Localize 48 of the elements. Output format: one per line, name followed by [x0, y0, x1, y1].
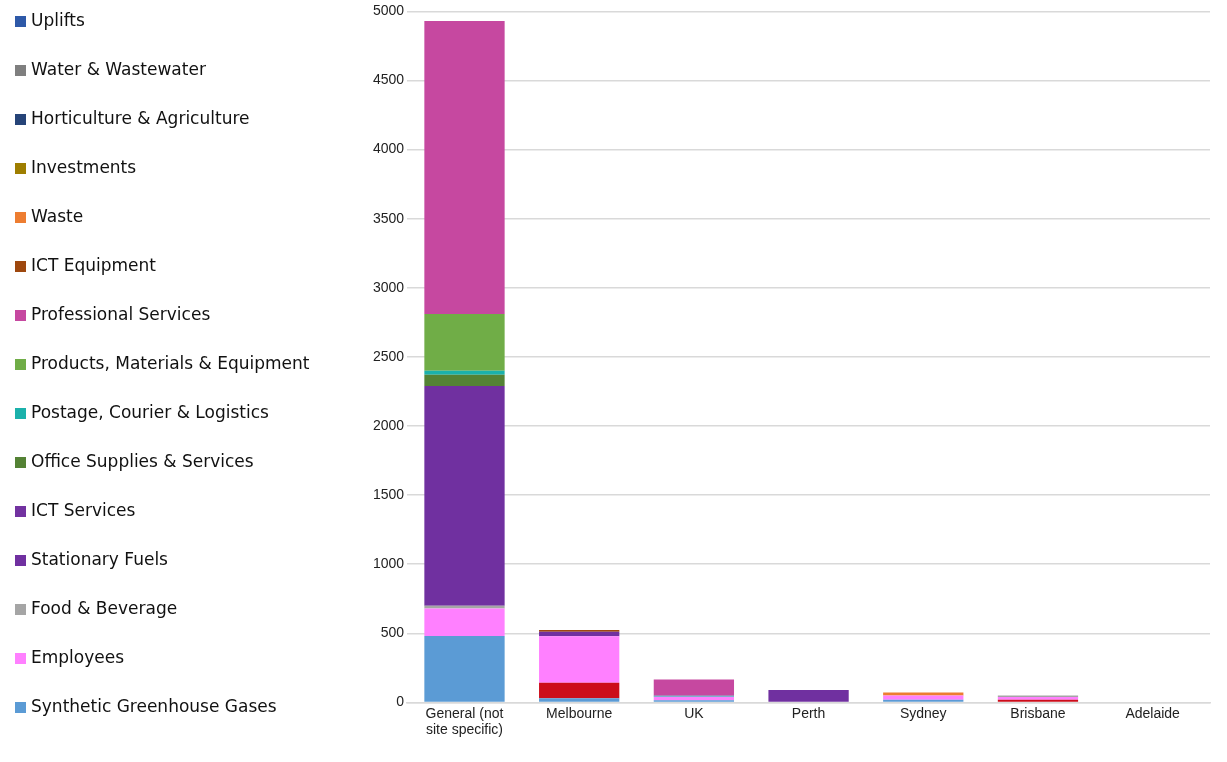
y-tick-label: 2500	[372, 347, 405, 364]
y-tick-label: 1500	[372, 485, 405, 502]
bar	[883, 699, 964, 702]
x-tick-label: UK	[684, 704, 705, 721]
x-tick-label: Melbourne	[546, 704, 613, 721]
y-tick-label: 2000	[372, 416, 405, 433]
legend-label: Investments	[31, 157, 138, 177]
bar	[539, 682, 620, 699]
bar	[539, 698, 620, 702]
x-tick-label: Brisbane	[1010, 704, 1066, 721]
bar	[883, 695, 964, 700]
legend-label: Employees	[31, 647, 126, 667]
x-tick-label: General (not site specific)	[425, 704, 504, 738]
legend-label: Postage, Courier & Logistics	[31, 402, 270, 422]
y-tick-label: 4500	[372, 71, 405, 88]
bar	[653, 679, 735, 696]
bar	[539, 636, 620, 683]
bar	[883, 692, 964, 696]
legend-label: Stationary Fuels	[31, 549, 169, 569]
bar	[424, 608, 505, 637]
x-tick-label: Sydney	[899, 704, 947, 721]
y-tick-label: 0	[396, 693, 405, 710]
legend-label: Food & Beverage	[31, 598, 179, 618]
legend-label: ICT Services	[31, 500, 137, 520]
y-tick-label: 5000	[372, 2, 405, 19]
x-tick-label: Adelaide	[1125, 704, 1181, 721]
y-tick-label: 4000	[372, 140, 405, 157]
bar	[424, 374, 505, 386]
legend-label: Professional Services	[31, 304, 212, 324]
y-tick-label: 3000	[372, 278, 405, 295]
bar	[768, 689, 849, 702]
bar	[424, 21, 505, 315]
legend-label: Synthetic Greenhouse Gases	[31, 696, 278, 716]
bar	[424, 314, 505, 371]
x-tick-label: Perth	[791, 704, 826, 721]
bar	[424, 385, 505, 606]
y-tick-label: 500	[380, 624, 405, 641]
legend-label: Horticulture & Agriculture	[31, 108, 251, 128]
y-tick-label: 3500	[372, 209, 405, 226]
legend-label: Water & Wastewater	[31, 59, 207, 79]
legend-label: Waste	[31, 206, 85, 226]
bar	[424, 370, 505, 375]
legend-label: ICT Equipment	[31, 255, 157, 275]
legend-label: Office Supplies & Services	[31, 451, 255, 471]
legend-label: Uplifts	[31, 10, 86, 30]
legend-label: Products, Materials & Equipment	[31, 353, 311, 373]
bar	[424, 636, 505, 702]
y-tick-label: 1000	[372, 555, 405, 572]
